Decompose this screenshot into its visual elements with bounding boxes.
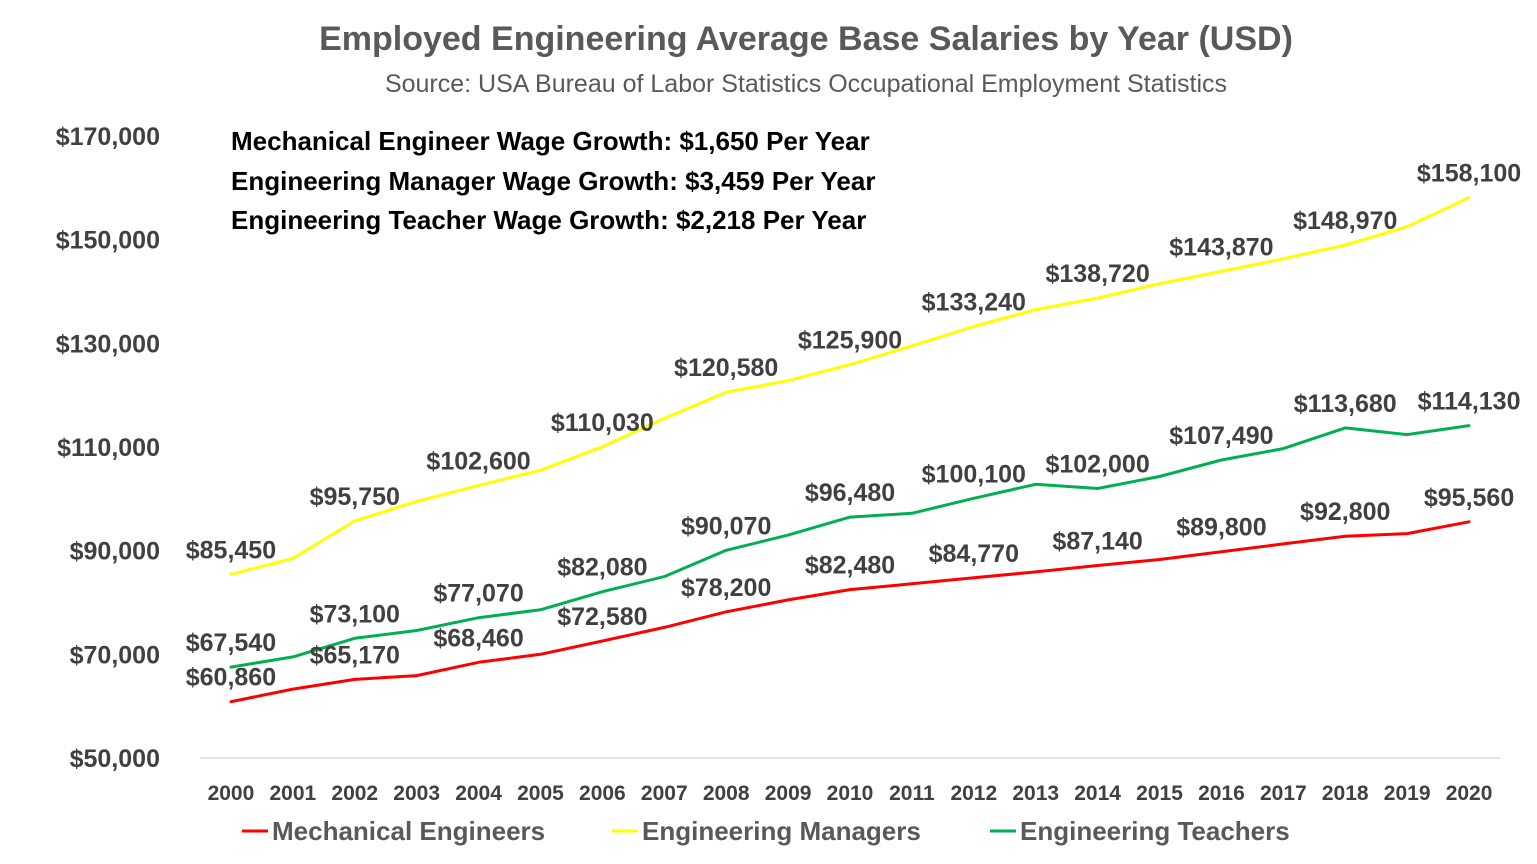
series-line-engineering-managers <box>229 196 1471 576</box>
data-label: $113,680 <box>1294 390 1397 418</box>
legend: Mechanical Engineers Engineering Managers… <box>242 816 1290 846</box>
data-label: $82,480 <box>805 552 895 580</box>
series-lines <box>229 196 1471 704</box>
x-tick-label: 2019 <box>1384 782 1431 805</box>
y-tick-label: $90,000 <box>70 538 160 566</box>
data-label: $85,450 <box>186 536 276 564</box>
x-tick-label: 2011 <box>889 782 935 805</box>
data-label: $73,100 <box>310 600 400 628</box>
x-tick-label: 2008 <box>703 782 750 805</box>
data-label: $95,560 <box>1424 484 1514 512</box>
data-label: $67,540 <box>186 629 276 657</box>
x-tick-label: 2013 <box>1012 782 1059 805</box>
series-line-mechanical-engineers <box>229 520 1471 704</box>
x-tick-label: 2003 <box>393 782 440 805</box>
data-label: $95,750 <box>310 483 400 511</box>
data-label: $82,080 <box>557 554 647 582</box>
x-tick-label: 2015 <box>1136 782 1183 805</box>
annotation-manager: Engineering Manager Wage Growth: $3,459 … <box>231 166 875 196</box>
data-label: $60,860 <box>186 664 276 692</box>
x-tick-label: 2004 <box>455 782 502 805</box>
data-label: $90,070 <box>681 512 771 540</box>
data-label: $110,030 <box>551 409 654 437</box>
y-tick-label: $130,000 <box>56 330 160 358</box>
legend-label: Mechanical Engineers <box>272 816 545 846</box>
data-label: $65,170 <box>310 641 400 669</box>
data-label: $107,490 <box>1169 422 1273 450</box>
data-labels: $60,860 $65,170 $68,460 $72,580 $78,200 $82,4… <box>186 160 1521 692</box>
data-label: $158,100 <box>1417 160 1521 188</box>
data-label: $96,480 <box>805 479 895 507</box>
x-tick-label: 2017 <box>1260 782 1307 805</box>
x-tick-label: 2020 <box>1446 782 1493 805</box>
data-label: $92,800 <box>1300 498 1390 526</box>
data-label: $114,130 <box>1418 388 1521 416</box>
x-tick-label: 2010 <box>827 782 874 805</box>
data-label: $100,100 <box>922 460 1026 488</box>
legend-label: Engineering Managers <box>642 816 921 846</box>
data-label: $138,720 <box>1045 260 1149 288</box>
y-tick-label: $150,000 <box>56 227 160 255</box>
x-tick-label: 2002 <box>331 782 378 805</box>
data-label: $148,970 <box>1293 207 1397 235</box>
data-label: $78,200 <box>681 574 771 602</box>
series-line-engineering-teachers <box>229 424 1471 669</box>
data-label: $102,600 <box>426 447 530 475</box>
data-label: $102,000 <box>1045 450 1149 478</box>
data-label: $77,070 <box>433 580 523 608</box>
x-tick-label: 2009 <box>765 782 812 805</box>
y-tick-label: $50,000 <box>70 745 160 773</box>
x-tick-label: 2001 <box>269 782 316 805</box>
chart-subtitle: Source: USA Bureau of Labor Statistics O… <box>385 70 1227 98</box>
y-tick-label: $70,000 <box>70 641 160 669</box>
x-tick-label: 2000 <box>208 782 255 805</box>
data-label: $120,580 <box>674 354 778 382</box>
data-label: $87,140 <box>1052 527 1142 555</box>
x-tick-label: 2014 <box>1074 782 1121 805</box>
data-label: $125,900 <box>798 327 902 355</box>
data-label: $89,800 <box>1176 514 1266 542</box>
data-label: $133,240 <box>922 289 1026 317</box>
x-tick-label: 2006 <box>579 782 626 805</box>
legend-label: Engineering Teachers <box>1020 816 1290 846</box>
data-label: $143,870 <box>1169 233 1273 261</box>
x-tick-label: 2012 <box>950 782 997 805</box>
y-tick-label: $110,000 <box>57 434 160 462</box>
data-label: $68,460 <box>433 624 523 652</box>
axes-group: $50,000 $70,000 $90,000 $110,000 $130,000 $15… <box>56 123 1500 805</box>
data-label: $72,580 <box>557 603 647 631</box>
data-label: $84,770 <box>929 540 1019 568</box>
x-tick-label: 2007 <box>641 782 688 805</box>
x-tick-label: 2005 <box>517 782 564 805</box>
annotation-teacher: Engineering Teacher Wage Growth: $2,218 … <box>231 205 866 235</box>
x-tick-label: 2018 <box>1322 782 1369 805</box>
x-tick-label: 2016 <box>1198 782 1245 805</box>
annotation-mechanical: Mechanical Engineer Wage Growth: $1,650 … <box>231 126 870 156</box>
chart-title: Employed Engineering Average Base Salari… <box>319 20 1293 58</box>
y-tick-label: $170,000 <box>56 123 160 151</box>
